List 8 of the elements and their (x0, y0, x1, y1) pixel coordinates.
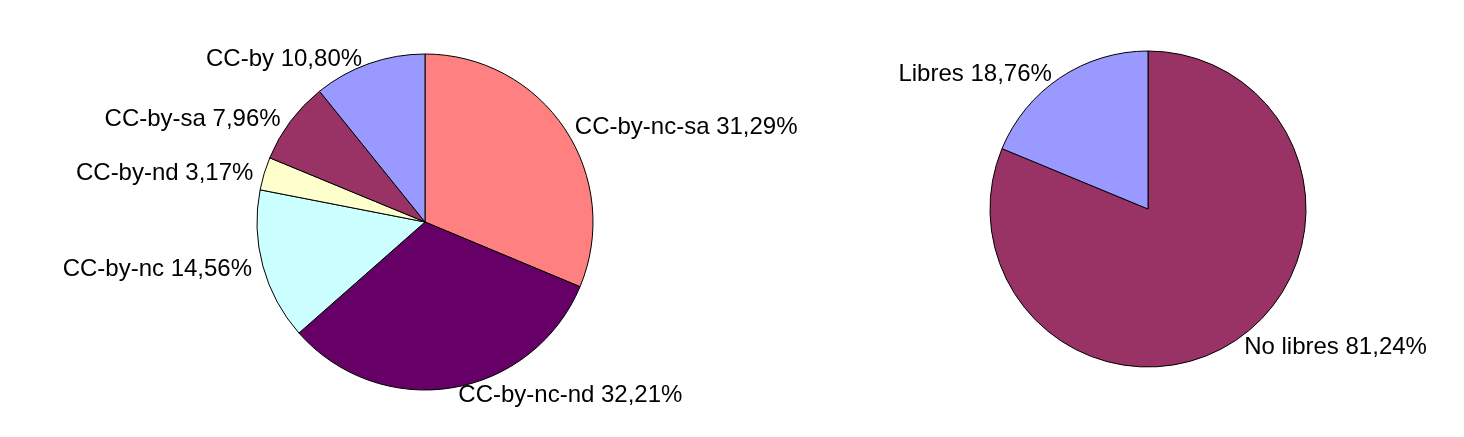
slice-label: CC-by-nc-sa 31,29% (574, 112, 798, 140)
slice-label: CC-by-nc 14,56% (62, 254, 253, 282)
slice-label: CC-by-nc-nd 32,21% (458, 380, 683, 408)
slice-label: CC-by-nd 3,17% (75, 158, 254, 186)
slice-label: Libres 18,76% (898, 59, 1052, 87)
slice-label: No libres 81,24% (1244, 331, 1427, 359)
slice-label: CC-by 10,80% (206, 44, 363, 72)
slice-label: CC-by-sa 7,96% (104, 104, 281, 132)
